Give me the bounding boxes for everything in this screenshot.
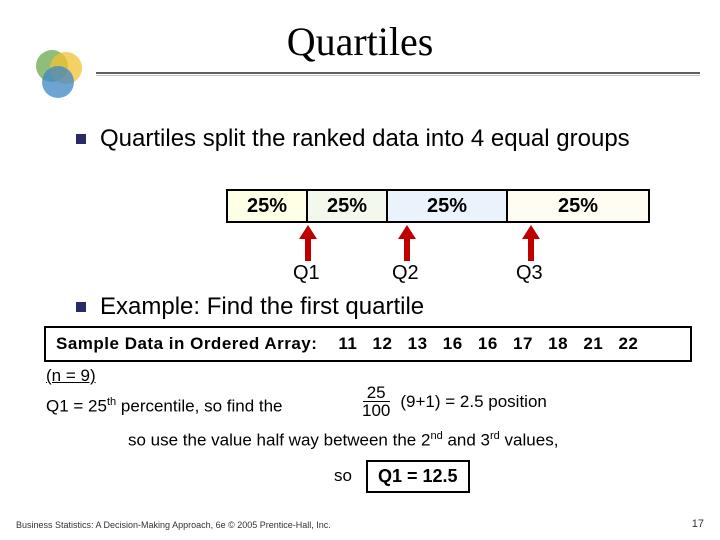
interp-line: so use the value half way between the 2n… xyxy=(128,430,558,451)
quartile-cell-4: 25% xyxy=(508,191,648,221)
bullet-icon xyxy=(76,134,86,144)
bullet-text-1: Quartiles split the ranked data into 4 e… xyxy=(100,124,630,153)
fraction-expr: 25 100 (9+1) = 2.5 position xyxy=(358,384,547,419)
quartile-cell-3: 25% xyxy=(388,191,508,221)
arrow-up-icon xyxy=(522,225,540,261)
quartile-cell-2: 25% xyxy=(308,191,388,221)
title-rule xyxy=(96,72,700,74)
result-box: Q1 = 12.5 xyxy=(366,460,470,493)
q1-expl: Q1 = 25th percentile, so find the xyxy=(46,396,283,417)
q-label-1: Q1 xyxy=(293,262,320,285)
slide-title: Quartiles xyxy=(0,18,720,65)
q-label-3: Q3 xyxy=(516,262,543,285)
quartile-bar: 25% 25% 25% 25% xyxy=(226,189,650,223)
bullet-text-2: Example: Find the first quartile xyxy=(100,292,424,321)
footer-left: Business Statistics: A Decision-Making A… xyxy=(16,520,331,530)
footer-page-number: 17 xyxy=(692,518,704,530)
sample-prefix: Sample Data in Ordered Array: xyxy=(56,334,317,353)
fraction-tail: (9+1) = 2.5 position xyxy=(400,392,546,412)
title-rule-shadow xyxy=(96,75,700,76)
fraction-num: 25 xyxy=(363,384,390,402)
n-line: (n = 9) xyxy=(46,366,96,386)
quartile-cell-1: 25% xyxy=(228,191,308,221)
q-label-2: Q2 xyxy=(392,262,419,285)
bullet-icon xyxy=(76,302,86,312)
arrow-up-icon xyxy=(398,225,416,261)
so-label: so xyxy=(334,466,352,486)
sample-data-box: Sample Data in Ordered Array: 11 12 13 1… xyxy=(44,326,692,362)
arrow-up-icon xyxy=(299,225,317,261)
sample-values: 11 12 13 16 16 17 18 21 22 xyxy=(338,334,638,353)
fraction-den: 100 xyxy=(358,402,394,419)
